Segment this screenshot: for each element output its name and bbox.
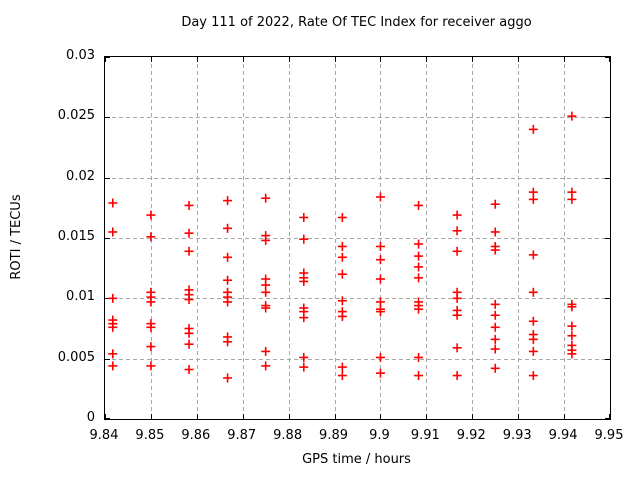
plot-area — [104, 56, 611, 420]
x-tick-label: 9.84 — [89, 428, 119, 443]
x-axis-title: GPS time / hours — [302, 452, 411, 467]
y-tick-label: 0.02 — [66, 168, 95, 184]
x-tick-label: 9.87 — [227, 428, 257, 443]
grid-lines — [105, 57, 610, 419]
x-tick-label: 9.85 — [135, 428, 165, 443]
x-tick-label: 9.86 — [181, 428, 211, 443]
x-tick-label: 9.91 — [410, 428, 440, 443]
y-axis-title: ROTI / TECUs — [9, 194, 24, 280]
data-points — [108, 111, 577, 383]
y-tick-label: 0.025 — [57, 108, 95, 124]
x-tick-label: 9.95 — [594, 428, 624, 443]
chart-title: Day 111 of 2022, Rate Of TEC Index for r… — [181, 15, 532, 30]
x-tick-label: 9.9 — [369, 428, 390, 443]
x-tick-label: 9.94 — [548, 428, 578, 443]
plot-canvas — [105, 57, 610, 419]
y-tick-label: 0.03 — [66, 48, 95, 63]
y-tick-label: 0.005 — [57, 349, 95, 365]
x-tick-label: 9.88 — [273, 428, 303, 443]
x-tick-label: 9.89 — [319, 428, 348, 443]
axis-tick-marks — [105, 57, 610, 419]
y-tick-label: 0.015 — [57, 229, 95, 244]
y-tick-label: 0 — [86, 410, 95, 425]
y-tick-label: 0.01 — [66, 289, 95, 305]
x-tick-label: 9.92 — [456, 428, 486, 443]
x-tick-label: 9.93 — [502, 428, 532, 443]
